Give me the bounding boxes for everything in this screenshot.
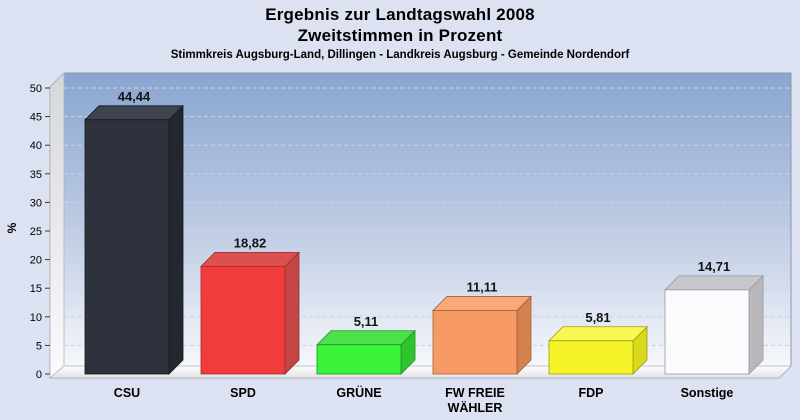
y-tick-label-5: 5 (36, 340, 42, 352)
chart-caption: Stimmkreis Augsburg-Land, Dillingen - La… (170, 49, 630, 61)
bar-top-face (200, 251, 300, 267)
y-tick-label-45: 45 (30, 112, 42, 124)
y-axis-label: % (5, 222, 19, 233)
value-label-fdp: 5,81 (585, 310, 610, 325)
bar-spd (200, 251, 300, 375)
plot-left-wall (49, 72, 65, 379)
bar-sonstige (664, 274, 764, 375)
category-label-fdp: FDP (579, 386, 604, 400)
bar-side-face (284, 251, 300, 375)
y-tick-label-50: 50 (30, 83, 42, 95)
chart-title-line2: Zweitstimmen in Prozent (297, 26, 503, 45)
bar-csu (84, 104, 184, 375)
value-label-fw: 11,11 (466, 279, 497, 294)
value-label-grne: 5,11 (354, 314, 379, 329)
bar-fdp (548, 325, 648, 375)
bar-top-face (664, 275, 764, 291)
bar-top-face (84, 105, 184, 121)
category-label-spd: SPD (230, 386, 256, 400)
y-tick-label-10: 10 (30, 312, 42, 324)
bar-side-face (168, 104, 184, 375)
y-tick-label-40: 40 (30, 140, 42, 152)
y-tick-label-0: 0 (36, 369, 42, 381)
bar-top-face (316, 330, 416, 346)
bar-side-face (748, 274, 764, 375)
category-label-sonstige: Sonstige (681, 386, 734, 400)
category-label-grne: GRÜNE (336, 385, 381, 400)
category-label-fw-line2: WÄHLER (448, 400, 503, 415)
bar-top-face (548, 326, 648, 342)
value-label-sonstige: 14,71 (698, 259, 731, 274)
bar-front-face (548, 340, 634, 375)
y-tick-label-15: 15 (30, 283, 42, 295)
bar-fw (432, 295, 532, 375)
bar-front-face (200, 265, 286, 375)
bar-front-face (84, 119, 170, 375)
category-label-fw: FW FREIE (445, 386, 505, 400)
bar-grne (316, 329, 416, 375)
bar-top-face (432, 296, 532, 311)
bar-front-face (664, 289, 750, 375)
bar-front-face (316, 344, 402, 375)
value-label-csu: 44,44 (118, 89, 151, 104)
y-tick-label-30: 30 (30, 197, 42, 209)
chart-header: Ergebnis zur Landtagswahl 2008 Zweitstim… (0, 4, 800, 61)
y-tick-label-35: 35 (30, 169, 42, 181)
y-tick-label-25: 25 (30, 226, 42, 238)
category-label-csu: CSU (114, 386, 140, 400)
bar-front-face (432, 310, 518, 375)
chart-title-line1: Ergebnis zur Landtagswahl 2008 (265, 5, 535, 24)
y-tick-label-20: 20 (30, 255, 42, 267)
value-label-spd: 18,82 (234, 235, 267, 250)
